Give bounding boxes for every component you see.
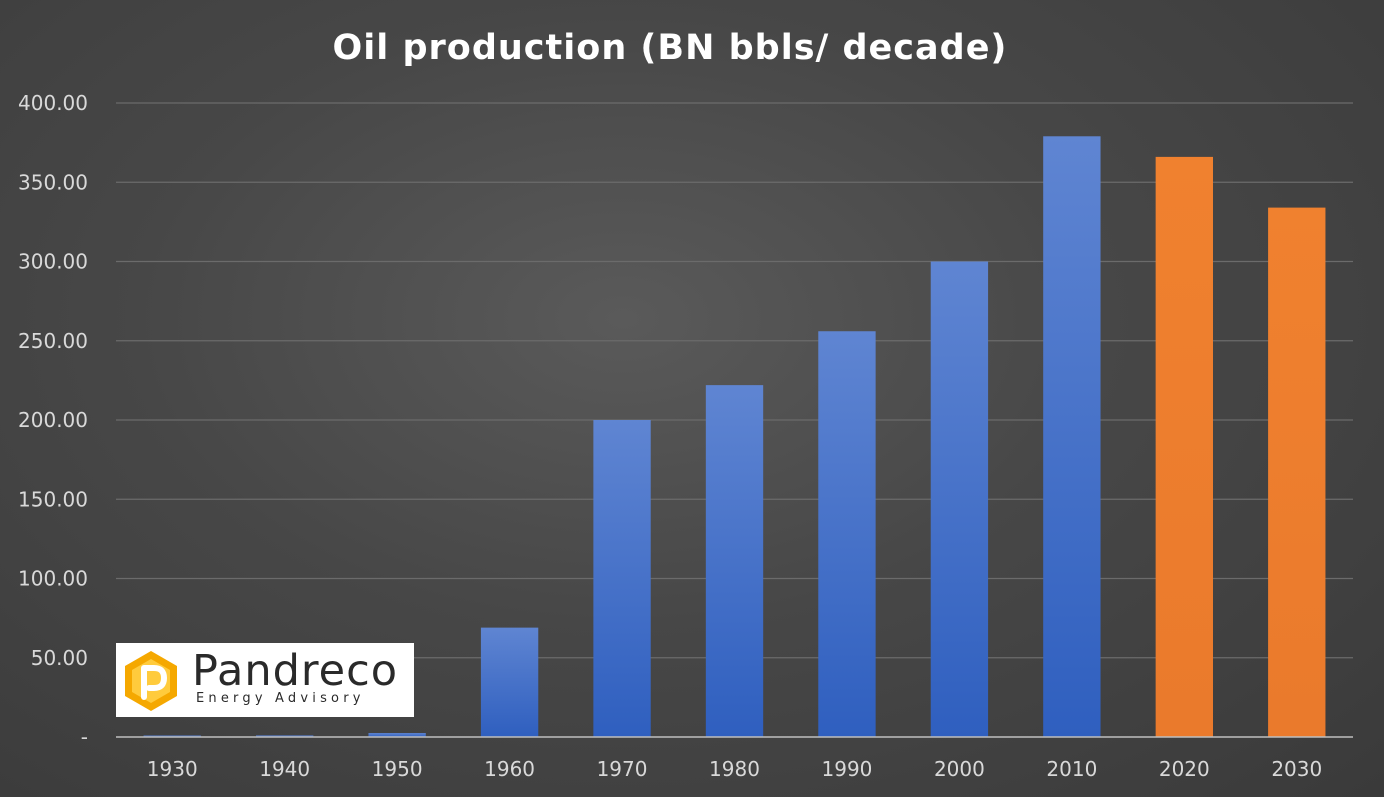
pandreco-logo: Pandreco Energy Advisory (116, 643, 414, 717)
bar-2030 (1268, 207, 1326, 738)
bar-1970 (593, 420, 651, 737)
bar-2010 (1043, 136, 1101, 737)
bar-1950 (368, 733, 426, 737)
y-tick-label: 150.00 (18, 487, 88, 511)
chart-title: Oil production (BN bbls/ decade) (332, 28, 1008, 68)
bar-1990 (818, 331, 876, 737)
bar-1940 (256, 735, 314, 737)
y-tick-label: 400.00 (18, 91, 88, 115)
x-tick-label: 1990 (822, 757, 873, 781)
x-tick-label: 1950 (372, 757, 423, 781)
x-tick-label: 1940 (259, 757, 310, 781)
x-tick-label: 1930 (147, 757, 198, 781)
bar-series (143, 136, 1326, 738)
bar-2000 (930, 261, 989, 737)
y-tick-label: 50.00 (31, 646, 88, 670)
logo-tagline: Energy Advisory (196, 691, 365, 706)
x-tick-label: 2000 (934, 757, 985, 781)
y-tick-label: 300.00 (18, 250, 88, 274)
y-tick-label: 100.00 (18, 567, 88, 591)
x-tick-label: 1960 (484, 757, 535, 781)
pandreco-mark-icon (125, 651, 177, 711)
bar-1980 (705, 385, 764, 737)
bar-1960 (480, 627, 539, 737)
y-tick-label: 200.00 (18, 408, 88, 432)
x-tick-label: 2030 (1271, 757, 1322, 781)
x-tick-label: 2010 (1046, 757, 1097, 781)
y-tick-label: 350.00 (18, 170, 88, 194)
x-tick-label: 2020 (1159, 757, 1210, 781)
x-axis-tick-labels: 1930 1940 1950 1960 1970 1980 1990 2000 2010 2020… (147, 757, 1322, 781)
y-tick-label: - (81, 725, 88, 749)
y-axis-tick-labels: - 50.00 100.00 150.00 200.00 250.00 300.00 350.… (18, 91, 88, 749)
bar-2020 (1155, 156, 1213, 737)
x-tick-label: 1980 (709, 757, 760, 781)
x-tick-label: 1970 (597, 757, 648, 781)
logo-wordmark: Pandreco (192, 646, 399, 696)
y-tick-label: 250.00 (18, 329, 88, 353)
